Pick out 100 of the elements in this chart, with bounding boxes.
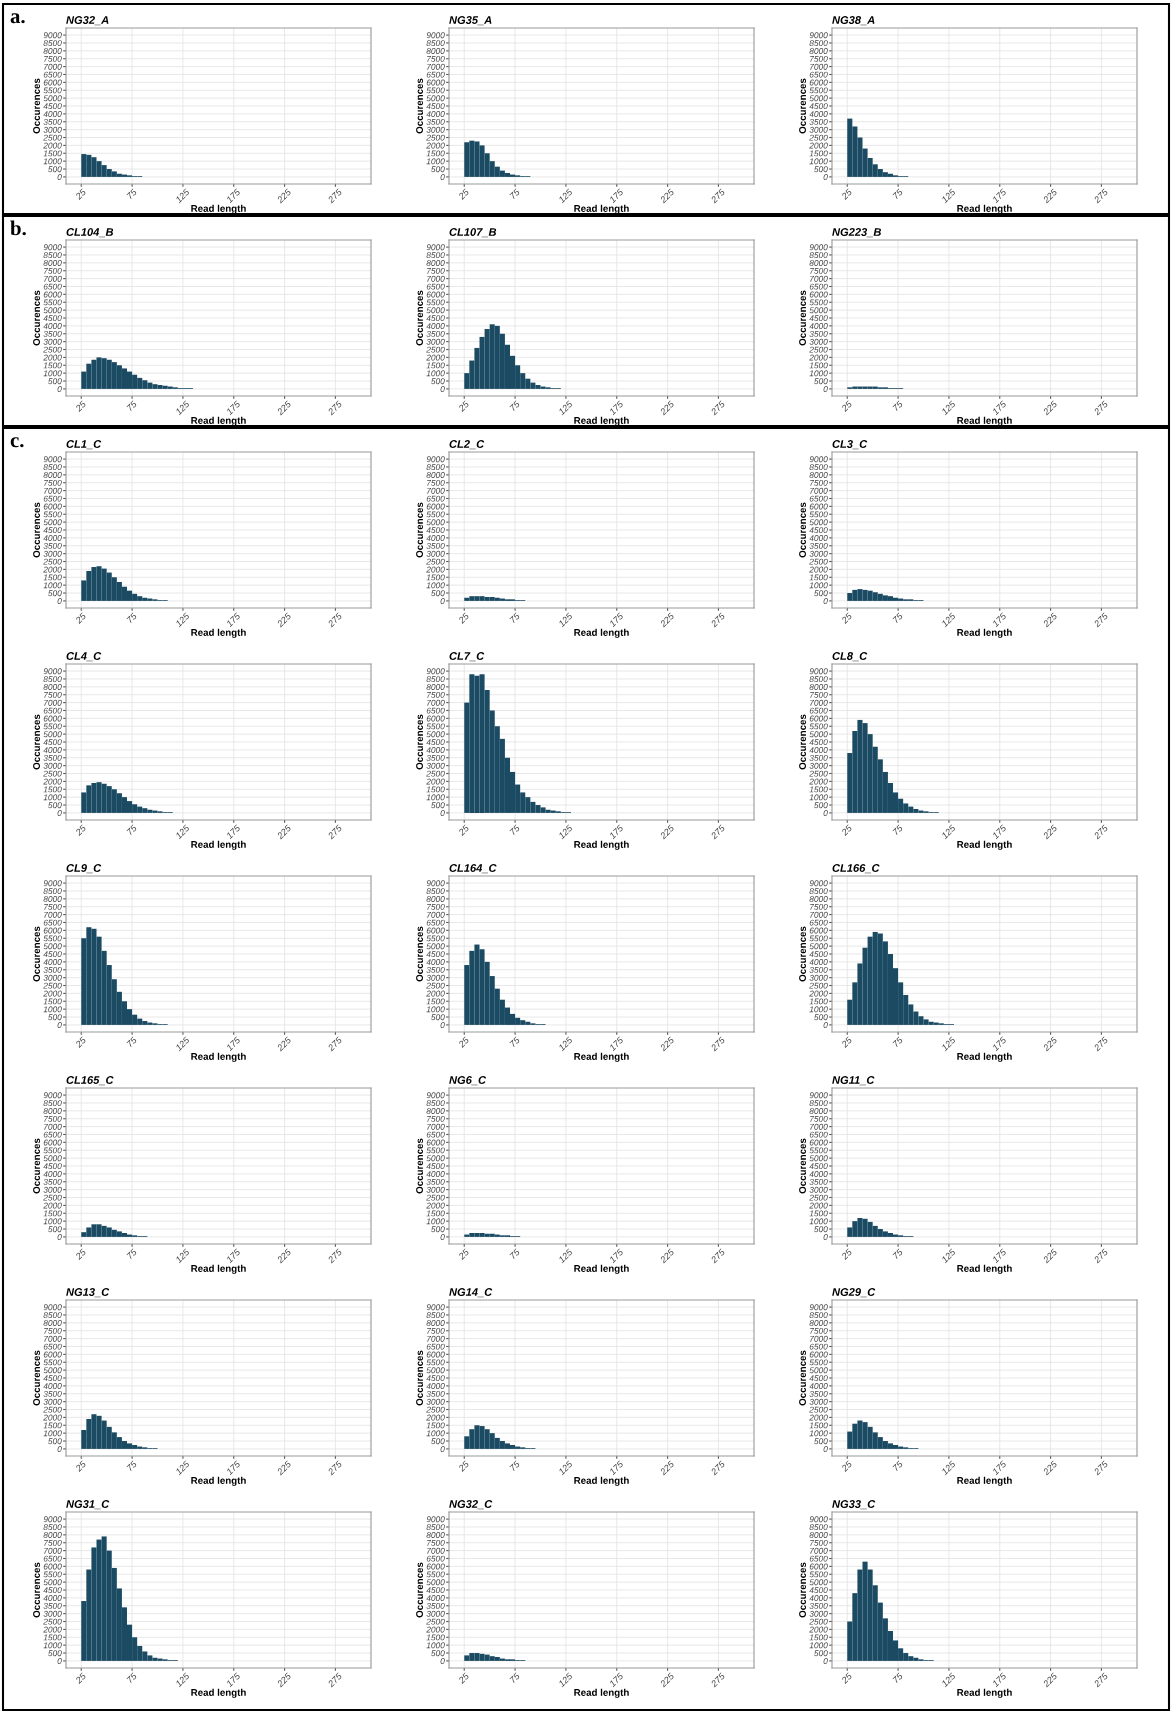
x-tick-label: 225 xyxy=(1042,188,1058,204)
x-tick-label: 75 xyxy=(126,188,138,200)
y-tick-label: 5500 xyxy=(43,87,62,94)
y-tick-label: 8000 xyxy=(809,48,828,54)
y-tick-label: 6000 xyxy=(43,291,62,298)
y-tick-label: 6500 xyxy=(43,71,62,78)
x-tick-label: 25 xyxy=(74,612,87,624)
y-tick-label: 3000 xyxy=(809,1398,828,1405)
x-axis-title: Read length xyxy=(574,416,629,426)
y-tick-label: 9000 xyxy=(809,880,828,887)
x-tick-label: 175 xyxy=(225,1460,241,1476)
x-tick-label: 75 xyxy=(892,1460,904,1472)
x-tick-label: 75 xyxy=(126,824,138,836)
x-tick-label: 275 xyxy=(1093,612,1109,628)
y-axis-title: Occurences xyxy=(33,290,40,346)
x-tick-label: 275 xyxy=(1093,1460,1109,1476)
y-tick-label: 3000 xyxy=(426,338,445,345)
y-axis-title: Occurences xyxy=(416,926,423,982)
x-axis-title: Read length xyxy=(191,1476,246,1486)
y-tick-label: 2500 xyxy=(809,770,828,777)
y-tick-label: 8000 xyxy=(43,260,62,266)
y-tick-label: 4000 xyxy=(809,1383,828,1389)
y-tick-label: 3500 xyxy=(43,966,62,973)
y-tick-label: 2000 xyxy=(809,990,828,997)
y-tick-label: 5000 xyxy=(43,943,62,950)
y-tick-label: 500 xyxy=(814,802,828,809)
x-tick-label: 25 xyxy=(840,1036,853,1048)
y-tick-label: 7500 xyxy=(44,267,62,274)
y-tick-label: 7000 xyxy=(810,1123,828,1130)
x-tick-label: 25 xyxy=(457,1036,470,1048)
y-tick-label: 5500 xyxy=(809,935,828,942)
y-tick-label: 0 xyxy=(57,598,62,605)
y-tick-label: 4000 xyxy=(426,1383,445,1389)
x-tick-label: 125 xyxy=(557,188,573,204)
y-tick-label: 6500 xyxy=(809,1131,828,1138)
y-tick-label: 8500 xyxy=(426,888,445,895)
y-tick-label: 2500 xyxy=(43,134,62,141)
y-tick-label: 3500 xyxy=(809,118,828,125)
y-tick-label: 4500 xyxy=(809,527,828,534)
y-tick-label: 8000 xyxy=(809,472,828,478)
y-tick-label: 6500 xyxy=(809,283,828,290)
x-axis-title: Read length xyxy=(574,628,629,638)
y-tick-label: 9000 xyxy=(809,668,828,675)
y-tick-label: 5000 xyxy=(43,1155,62,1162)
x-tick-label: 25 xyxy=(74,400,87,412)
y-tick-label: 500 xyxy=(48,590,62,597)
y-tick-label: 2000 xyxy=(426,142,445,149)
y-tick-label: 1500 xyxy=(426,998,445,1005)
y-tick-label: 2000 xyxy=(43,990,62,997)
chart-title: CL165_C xyxy=(66,1076,114,1086)
y-tick-label: 6000 xyxy=(426,715,445,722)
y-tick-label: 5500 xyxy=(43,723,62,730)
y-tick-label: 6500 xyxy=(426,919,445,926)
y-tick-label: 3000 xyxy=(43,338,62,345)
x-tick-label: 225 xyxy=(276,1672,292,1688)
y-tick-label: 4000 xyxy=(43,323,62,329)
x-tick-label: 275 xyxy=(1093,1248,1109,1264)
x-tick-label: 25 xyxy=(74,1036,87,1048)
y-axis-title: Occurences xyxy=(416,290,423,346)
y-tick-label: 4500 xyxy=(426,1375,445,1382)
y-tick-label: 0 xyxy=(440,1446,445,1453)
y-tick-label: 4500 xyxy=(426,527,445,534)
y-tick-label: 9000 xyxy=(43,880,62,887)
y-axis-title: Occurences xyxy=(416,1138,423,1194)
y-tick-label: 8500 xyxy=(426,1312,445,1319)
y-tick-label: 5500 xyxy=(426,723,445,730)
x-tick-label: 75 xyxy=(126,1036,138,1048)
x-tick-label: 275 xyxy=(710,1460,726,1476)
x-tick-label: 225 xyxy=(276,1248,292,1264)
y-tick-label: 6000 xyxy=(809,291,828,298)
y-tick-label: 5000 xyxy=(809,731,828,738)
y-tick-label: 7500 xyxy=(44,1115,62,1122)
x-tick-label: 225 xyxy=(276,1036,292,1052)
x-tick-label: 25 xyxy=(457,1460,470,1472)
x-tick-label: 275 xyxy=(710,824,726,840)
x-tick-label: 25 xyxy=(840,1460,853,1472)
chart-title: NG35_A xyxy=(449,16,492,26)
y-tick-label: 7000 xyxy=(427,1547,445,1554)
x-axis-title: Read length xyxy=(191,1688,246,1698)
y-axis-title: Occurences xyxy=(33,1562,40,1618)
x-axis-title: Read length xyxy=(957,1476,1012,1486)
y-tick-label: 4000 xyxy=(43,1171,62,1177)
y-tick-label: 8500 xyxy=(809,1100,828,1107)
y-tick-label: 3500 xyxy=(426,1390,445,1397)
y-tick-label: 8500 xyxy=(809,1312,828,1319)
y-tick-label: 9000 xyxy=(43,1516,62,1523)
y-tick-label: 3000 xyxy=(809,338,828,345)
y-tick-label: 6000 xyxy=(809,927,828,934)
y-tick-label: 2000 xyxy=(426,566,445,573)
y-axis-title: Occurences xyxy=(799,926,806,982)
y-tick-label: 1000 xyxy=(426,1642,445,1649)
y-tick-label: 0 xyxy=(57,386,62,393)
y-tick-label: 3000 xyxy=(426,1186,445,1193)
x-tick-label: 175 xyxy=(225,1036,241,1052)
y-tick-label: 8000 xyxy=(426,48,445,54)
x-tick-label: 75 xyxy=(509,188,521,200)
x-tick-label: 175 xyxy=(608,1248,624,1264)
x-tick-label: 225 xyxy=(276,612,292,628)
x-tick-label: 225 xyxy=(276,824,292,840)
y-tick-label: 1500 xyxy=(809,362,828,369)
